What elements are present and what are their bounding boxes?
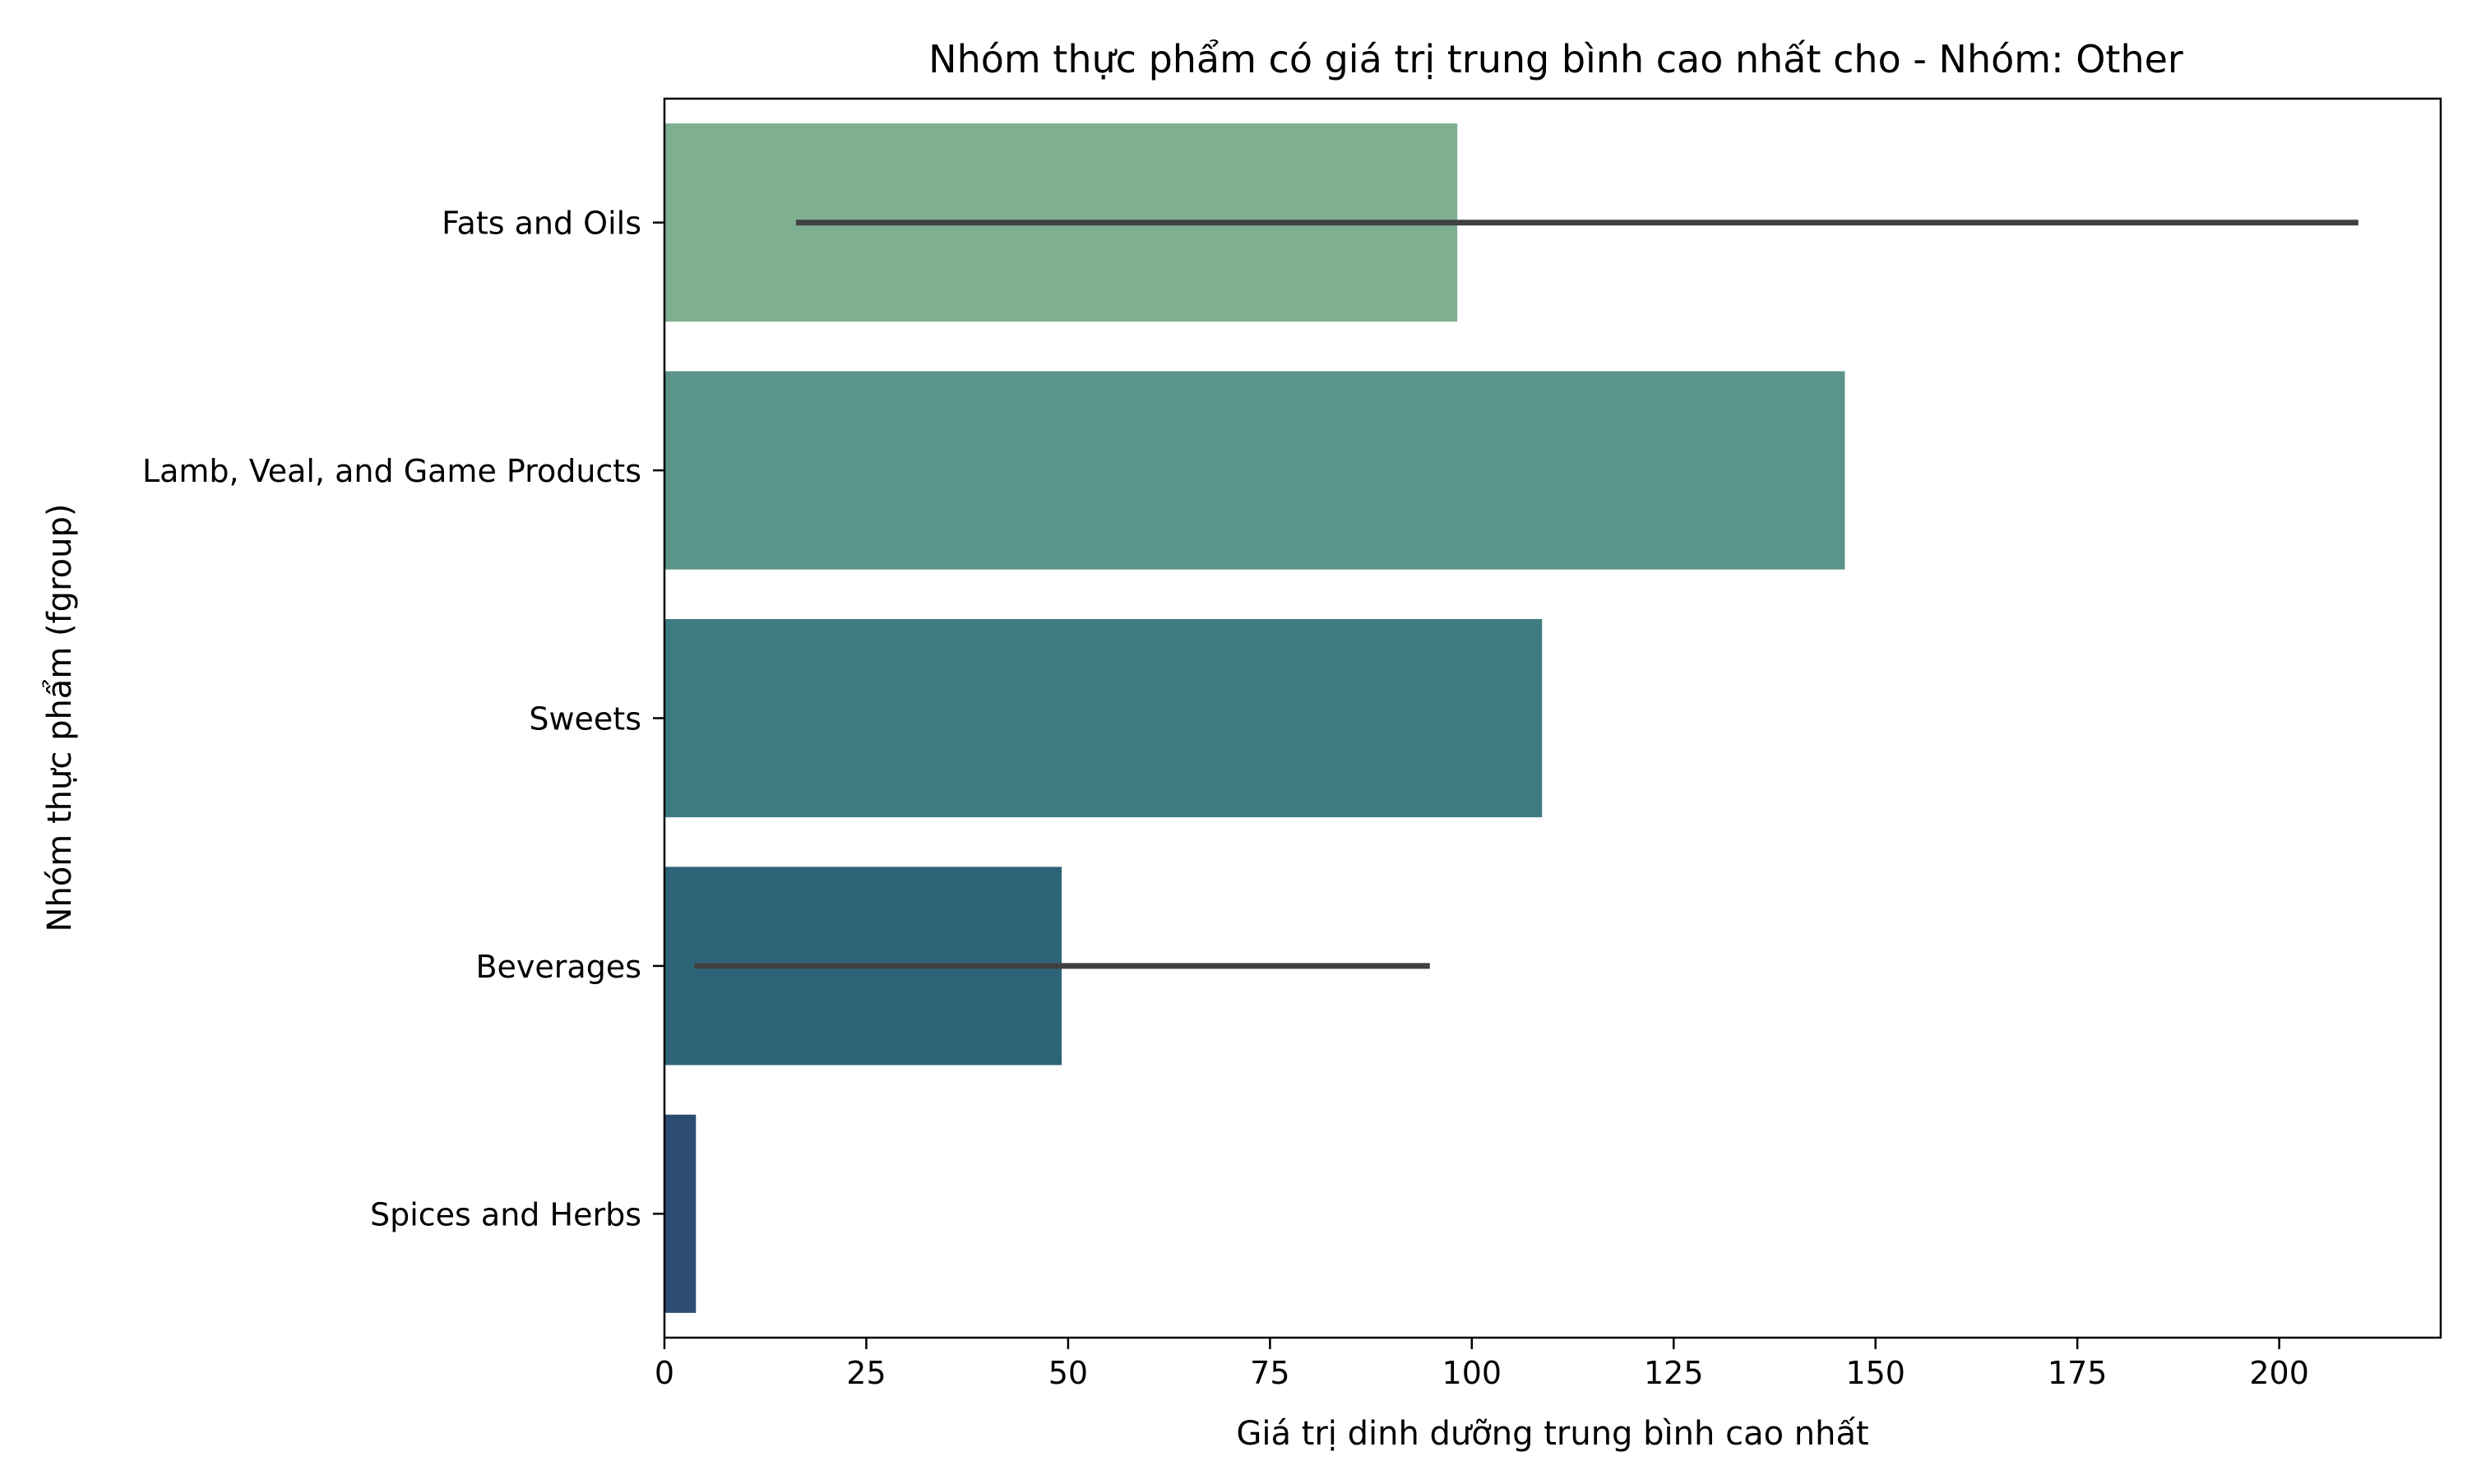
y-tick-label-beverages: Beverages bbox=[475, 949, 641, 985]
x-tick-label: 200 bbox=[2249, 1355, 2309, 1391]
y-tick-label-lamb-veal-and-game-products: Lamb, Veal, and Game Products bbox=[142, 453, 641, 489]
bar-spices-and-herbs bbox=[664, 1114, 697, 1313]
chart-title: Nhóm thực phẩm có giá trị trung bình cao… bbox=[928, 37, 2183, 81]
bars-layer bbox=[664, 123, 1845, 1313]
x-tick-label: 125 bbox=[1644, 1355, 1704, 1391]
y-tick-label-spices-and-herbs: Spices and Herbs bbox=[370, 1196, 641, 1232]
bar-sweets bbox=[664, 618, 1543, 818]
y-axis-label: Nhóm thực phẩm (fgroup) bbox=[41, 504, 79, 932]
y-tick-label-sweets: Sweets bbox=[529, 701, 641, 737]
x-tick-label: 100 bbox=[1442, 1355, 1502, 1391]
x-tick-label: 0 bbox=[655, 1355, 674, 1391]
bar-lamb-veal-and-game-products bbox=[664, 371, 1845, 570]
x-tick-label: 75 bbox=[1250, 1355, 1289, 1391]
y-tick-label-fats-and-oils: Fats and Oils bbox=[442, 206, 641, 242]
x-axis: 0 25 50 75 100 125 150 175 200 bbox=[655, 1338, 2309, 1391]
x-tick-label: 25 bbox=[846, 1355, 886, 1391]
x-axis-label: Giá trị dinh dưỡng trung bình cao nhất bbox=[1236, 1415, 1868, 1453]
x-tick-label: 50 bbox=[1048, 1355, 1088, 1391]
y-axis: Fats and Oils Lamb, Veal, and Game Produc… bbox=[142, 206, 664, 1232]
x-tick-label: 150 bbox=[1845, 1355, 1905, 1391]
error-bars-layer bbox=[694, 220, 2358, 969]
x-tick-label: 175 bbox=[2048, 1355, 2108, 1391]
